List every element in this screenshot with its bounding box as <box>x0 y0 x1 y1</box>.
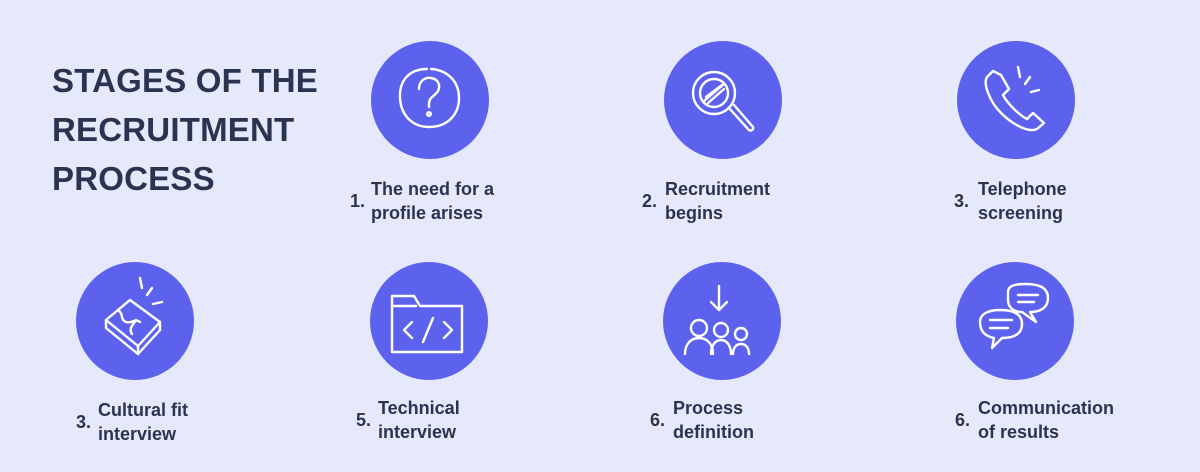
stage-5-label: Technical interview <box>378 398 460 442</box>
stage-3-circle <box>957 41 1075 159</box>
stage-7-circle <box>956 262 1074 380</box>
title-line-3: PROCESS <box>52 160 215 197</box>
question-icon <box>398 67 461 129</box>
title-line-2: RECRUITMENT <box>52 111 295 148</box>
title-line-1: STAGES OF THE <box>52 62 319 99</box>
stage-2-circle <box>664 41 782 159</box>
stage-7-number: 6. <box>955 410 971 430</box>
stage-1-circle <box>371 41 489 159</box>
stage-4-number: 3. <box>76 412 92 432</box>
stage-6-label: Process definition <box>673 398 754 442</box>
stage-5-number: 5. <box>356 410 372 430</box>
stage-4-circle <box>76 262 194 380</box>
chat-bubbles-icon <box>978 282 1050 350</box>
stage-5-circle <box>370 262 488 380</box>
stage-1-number: 1. <box>350 191 366 211</box>
puzzle-icon <box>104 276 164 356</box>
people-arrow-icon <box>683 284 751 356</box>
stage-6-circle <box>663 262 781 380</box>
stage-4-label: Cultural fit interview <box>98 400 188 444</box>
stage-6-number: 6. <box>650 410 666 430</box>
stage-3-label: Telephone screening <box>978 179 1067 223</box>
page-title: STAGES OF THE RECRUITMENT PROCESS <box>52 56 318 203</box>
stage-7-label: Communication of results <box>978 398 1115 442</box>
stage-3-number: 3. <box>954 191 970 211</box>
code-folder-icon <box>390 294 464 354</box>
stage-2-number: 2. <box>642 191 658 211</box>
magnifier-icon <box>691 70 755 132</box>
stage-2-label: Recruitment begins <box>665 179 771 223</box>
stage-1-label: The need for a profile arises <box>371 179 495 223</box>
phone-icon <box>984 65 1046 132</box>
